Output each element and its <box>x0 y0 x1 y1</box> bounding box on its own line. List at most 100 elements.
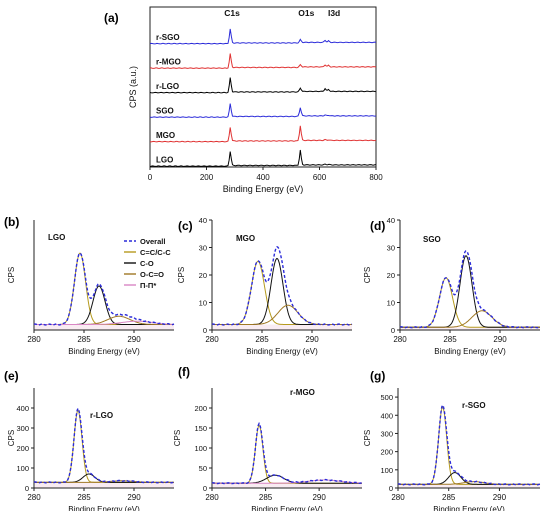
overall-curve <box>33 252 175 326</box>
panel-c: (c) MGO 280 285 290 0 10 20 30 40 Binding Energy (… <box>177 216 353 356</box>
panel-letter: (f) <box>178 365 190 379</box>
trace-label: LGO <box>156 156 173 165</box>
panel-xlabel: Binding Energy (eV) <box>434 347 506 356</box>
panel-title: r-SGO <box>462 401 486 410</box>
y-tick-label: 20 <box>387 271 395 280</box>
survey-trace <box>149 77 377 94</box>
x-tick-label: 285 <box>443 335 457 344</box>
panel-ylabel: CPS <box>363 430 372 446</box>
y-tick-label: 0 <box>25 484 29 493</box>
panel-title: SGO <box>423 235 441 244</box>
component-curve <box>34 285 174 325</box>
y-tick-label: 30 <box>199 244 207 253</box>
component-curve <box>398 406 540 485</box>
x-tick-label: 285 <box>77 493 91 502</box>
survey-trace <box>149 149 377 167</box>
panel-letter: (e) <box>4 369 19 383</box>
panel-f: (f) r-MGO 280 285 290 0 50 100 150 200 Binding Ene… <box>173 365 363 511</box>
x-tick-label: 285 <box>259 493 273 502</box>
y-tick-label: 200 <box>194 404 207 413</box>
y-tick-label: 500 <box>380 393 393 402</box>
panel-a-frame <box>149 6 377 168</box>
y-tick-label: 150 <box>194 424 207 433</box>
x-tick-label: 800 <box>369 173 383 182</box>
x-tick-label: 285 <box>255 335 269 344</box>
panel-letter: (g) <box>370 369 385 383</box>
panel-ylabel: CPS <box>173 430 182 446</box>
y-tick-label: 40 <box>199 216 207 225</box>
panel-ylabel: CPS <box>7 267 16 283</box>
x-tick-label: 280 <box>27 493 41 502</box>
panel-xlabel: Binding Energy (eV) <box>246 347 318 356</box>
y-tick-label: 40 <box>387 216 395 225</box>
panel-letter: (b) <box>4 215 19 229</box>
panel-title: LGO <box>48 233 65 242</box>
component-curve <box>212 260 352 325</box>
component-curve <box>212 257 352 325</box>
survey-trace <box>149 125 377 143</box>
x-tick-label: 280 <box>391 493 405 502</box>
x-tick-label: 290 <box>312 493 326 502</box>
legend-label: Π-Π* <box>140 281 156 290</box>
y-tick-label: 0 <box>203 326 207 335</box>
x-tick-label: 600 <box>313 173 327 182</box>
component-curve <box>34 315 174 325</box>
component-curve <box>212 304 352 325</box>
y-tick-label: 200 <box>16 444 29 453</box>
x-tick-label: 200 <box>200 173 214 182</box>
baseline-fill <box>399 484 540 488</box>
overall-curve <box>399 250 541 329</box>
y-tick-label: 20 <box>199 271 207 280</box>
y-tick-label: 0 <box>389 484 393 493</box>
legend-label: O-C=O <box>140 270 164 279</box>
x-tick-label: 285 <box>442 493 456 502</box>
x-tick-label: 290 <box>493 335 507 344</box>
panel-ylabel: CPS <box>177 267 186 283</box>
panel-title: MGO <box>236 234 255 243</box>
baseline-fill <box>35 324 174 330</box>
trace-label: SGO <box>156 107 174 116</box>
panel-letter: (c) <box>178 219 193 233</box>
overall-curve <box>397 403 541 486</box>
x-tick-label: 285 <box>77 335 91 344</box>
baseline-fill <box>213 483 362 488</box>
y-tick-label: 30 <box>387 244 395 253</box>
baseline-fill <box>35 482 174 488</box>
baseline-fill <box>213 324 352 330</box>
survey-trace <box>149 28 377 45</box>
x-tick-label: 290 <box>493 493 507 502</box>
component-curve <box>34 409 174 483</box>
y-tick-label: 200 <box>380 448 393 457</box>
overall-curve <box>211 246 353 326</box>
y-tick-label: 0 <box>203 484 207 493</box>
trace-label: r-MGO <box>156 58 181 67</box>
trace-label: MGO <box>156 131 175 140</box>
panel-xlabel: Binding Energy (eV) <box>433 505 505 511</box>
overall-curve <box>211 422 363 485</box>
panel-g: (g) r-SGO 280 285 290 0 100 200 300 400 500 Binding… <box>363 369 541 511</box>
panel-xlabel: Binding Energy (eV) <box>68 505 140 511</box>
x-tick-label: 280 <box>27 335 41 344</box>
panel-a: (a) 0 200 400 600 800 Binding Energy (eV) CPS (… <box>104 6 383 194</box>
panel-xlabel: Binding Energy (eV) <box>251 505 323 511</box>
y-tick-label: 100 <box>380 466 393 475</box>
panel-a-letter: (a) <box>104 11 119 25</box>
baseline-fill <box>401 327 540 330</box>
trace-label: r-SGO <box>156 33 180 42</box>
legend-label: Overall <box>140 237 165 246</box>
panel-ylabel: CPS <box>363 267 372 283</box>
component-curve <box>212 424 362 484</box>
peak-label: O1s <box>298 8 314 18</box>
panel-title: r-LGO <box>90 411 113 420</box>
peak-label: C1s <box>224 8 240 18</box>
x-tick-label: 290 <box>127 493 141 502</box>
y-tick-label: 50 <box>199 464 207 473</box>
y-tick-label: 0 <box>391 326 395 335</box>
legend-label: C-O <box>140 259 154 268</box>
panel-title: r-MGO <box>290 388 315 397</box>
component-curve <box>398 471 540 485</box>
panel-ylabel: CPS <box>7 430 16 446</box>
component-curve <box>400 310 540 328</box>
x-tick-label: 400 <box>256 173 270 182</box>
